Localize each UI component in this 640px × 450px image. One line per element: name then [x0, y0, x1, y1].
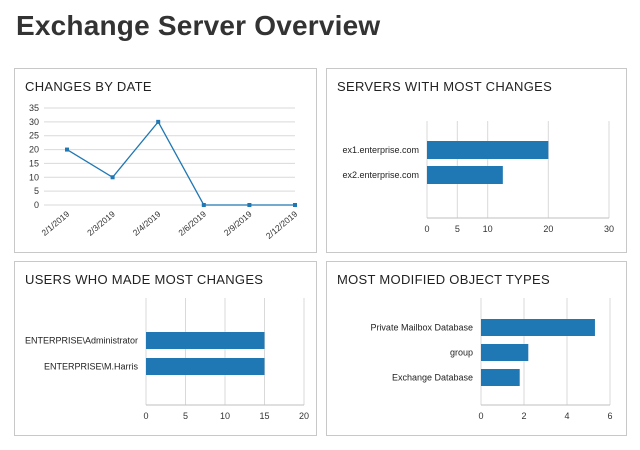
bar — [481, 319, 595, 336]
x-tick-label: 2/12/2019 — [264, 209, 300, 241]
x-tick-label: 2/3/2019 — [85, 209, 117, 238]
bar — [481, 344, 529, 361]
data-point — [247, 203, 252, 207]
servers-with-most-changes-panel: SERVERS WITH MOST CHANGES 0 5 10 20 30 ex1.en… — [326, 68, 627, 253]
most-modified-object-types-panel: MOST MODIFIED OBJECT TYPES 0 2 4 6 Private M… — [326, 261, 627, 436]
bar — [427, 141, 549, 159]
changes-by-date-chart: 0 5 10 15 20 25 30 35 2/1/2019 2/3/2019 2/4/2019 2/… — [29, 103, 300, 241]
y-tick-label: 20 — [29, 145, 39, 155]
users-who-made-most-changes-panel: USERS WHO MADE MOST CHANGES 0 5 10 15 20 ENTE… — [14, 261, 317, 436]
x-tick-label: 10 — [483, 224, 493, 234]
category-label: Private Mailbox Database — [370, 323, 473, 333]
most-modified-object-types-chart: 0 2 4 6 Private Mailbox Database group Exchang… — [370, 298, 613, 421]
series-line — [66, 120, 295, 206]
users-who-made-most-changes-chart: 0 5 10 15 20 ENTERPRISE\Administrator ENTERPRI… — [25, 298, 309, 421]
bar — [146, 332, 265, 349]
x-tick-label: 5 — [183, 411, 188, 421]
panel-title: USERS WHO MADE MOST CHANGES — [25, 272, 264, 287]
category-label: ex1.enterprise.com — [342, 145, 419, 155]
bar — [427, 166, 503, 184]
category-label: ENTERPRISE\M.Harris — [44, 362, 139, 372]
category-label: group — [450, 348, 473, 358]
data-point — [201, 203, 206, 207]
data-point — [65, 147, 69, 152]
x-tick-label: 0 — [143, 411, 148, 421]
bar — [481, 369, 520, 386]
panel-title: MOST MODIFIED OBJECT TYPES — [337, 272, 550, 287]
data-point — [110, 175, 115, 180]
servers-with-most-changes-chart: 0 5 10 20 30 ex1.enterprise.com ex2.enterprise… — [342, 121, 614, 234]
x-tick-label: 0 — [424, 224, 429, 234]
x-tick-label: 2 — [521, 411, 526, 421]
page-title: Exchange Server Overview — [16, 10, 381, 41]
bar — [146, 358, 265, 375]
x-tick-label: 20 — [543, 224, 553, 234]
category-label: Exchange Database — [392, 373, 473, 383]
x-tick-label: 2/9/2019 — [222, 209, 254, 238]
x-tick-label: 15 — [259, 411, 269, 421]
x-tick-label: 4 — [564, 411, 569, 421]
data-point — [293, 203, 297, 207]
y-tick-label: 15 — [29, 158, 39, 168]
x-tick-label: 10 — [220, 411, 230, 421]
y-tick-label: 35 — [29, 103, 39, 113]
y-tick-label: 5 — [34, 186, 39, 196]
y-tick-label: 10 — [29, 172, 39, 182]
panel-title: SERVERS WITH MOST CHANGES — [337, 79, 553, 94]
category-label: ENTERPRISE\Administrator — [25, 336, 138, 346]
x-tick-label: 20 — [299, 411, 309, 421]
data-point — [156, 119, 161, 124]
x-tick-label: 5 — [455, 224, 460, 234]
category-label: ex2.enterprise.com — [342, 170, 419, 180]
x-tick-label: 0 — [478, 411, 483, 421]
y-tick-label: 25 — [29, 131, 39, 141]
x-tick-label: 2/1/2019 — [40, 209, 72, 238]
x-tick-label: 6 — [607, 411, 612, 421]
x-tick-label: 30 — [604, 224, 614, 234]
x-tick-label: 2/4/2019 — [131, 209, 163, 238]
y-tick-label: 30 — [29, 117, 39, 127]
changes-by-date-panel: CHANGES BY DATE 0 5 10 15 20 25 30 35 2/1/2019 2/… — [14, 68, 317, 253]
panel-title: CHANGES BY DATE — [25, 79, 152, 94]
x-tick-label: 2/6/2019 — [176, 209, 208, 238]
y-tick-label: 0 — [34, 200, 39, 210]
